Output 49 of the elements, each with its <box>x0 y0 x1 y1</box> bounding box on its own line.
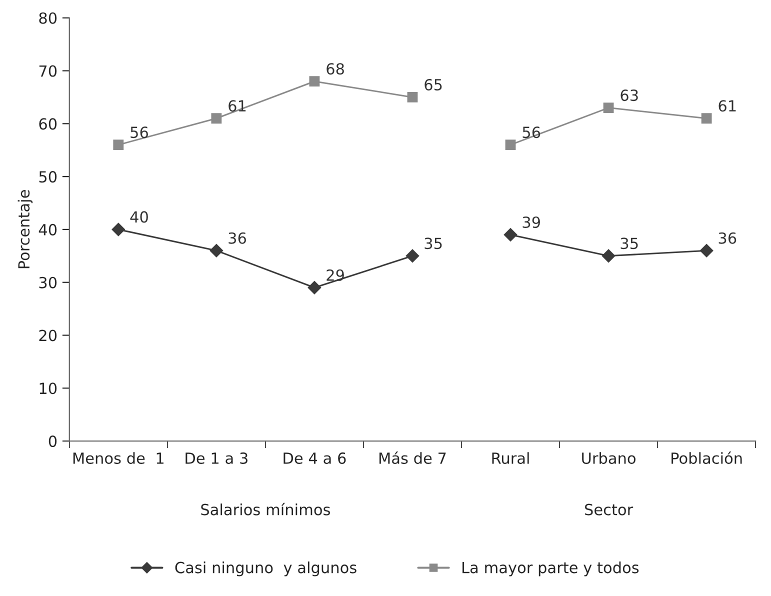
data-label: 35 <box>620 238 638 250</box>
data-label: 36 <box>228 232 246 244</box>
data-label: 68 <box>326 63 344 75</box>
x-tick-label: Más de 7 <box>379 452 446 464</box>
x-tick-label: Población <box>672 452 742 464</box>
y-tick-label: 20 <box>39 330 57 342</box>
point <box>113 140 124 150</box>
point <box>505 140 516 150</box>
y-axis-title: Porcentaje <box>18 190 33 268</box>
legend-label: Casi ninguno y algunos <box>175 562 356 576</box>
point <box>211 113 222 124</box>
y-tick-label: 10 <box>40 382 57 394</box>
point <box>308 281 322 294</box>
point <box>603 102 614 114</box>
y-tick-label: 60 <box>39 118 57 130</box>
data-label: 65 <box>424 78 442 90</box>
point <box>701 113 712 124</box>
data-label: 35 <box>424 238 442 250</box>
y-tick-label: 70 <box>39 65 57 77</box>
data-label: 61 <box>718 100 736 112</box>
y-tick-label: 80 <box>39 12 57 24</box>
data-label: 40 <box>130 211 148 223</box>
x-tick-label: Urbano <box>582 452 636 464</box>
x-tick-label: De 4 a 6 <box>284 452 346 464</box>
text: Sector <box>584 504 634 516</box>
x-tick-label: Rural <box>492 452 529 464</box>
point <box>504 228 518 242</box>
point <box>406 249 420 262</box>
text: Salarios mínimos <box>201 502 330 516</box>
point <box>407 92 418 102</box>
data-label: 29 <box>326 269 344 281</box>
point <box>700 244 714 258</box>
data-label: 56 <box>130 126 148 138</box>
y-tick-label: 30 <box>39 276 57 288</box>
data-label: 36 <box>718 232 736 244</box>
point <box>602 249 616 262</box>
point <box>112 222 125 236</box>
data-label: 63 <box>620 90 638 102</box>
point <box>210 244 224 258</box>
y-tick-label: 40 <box>38 224 57 236</box>
y-tick-label: 0 <box>48 436 57 448</box>
data-label: 39 <box>522 216 540 228</box>
y-tick-label: 50 <box>39 171 57 183</box>
data-label: 61 <box>228 100 246 112</box>
x-tick-label: De 1 a 3 <box>186 452 248 464</box>
legend-label: La mayor parte y todos <box>462 562 639 576</box>
x-tick-label: Menos de 1 <box>73 452 164 464</box>
point <box>309 76 320 87</box>
data-label: 56 <box>522 126 540 138</box>
